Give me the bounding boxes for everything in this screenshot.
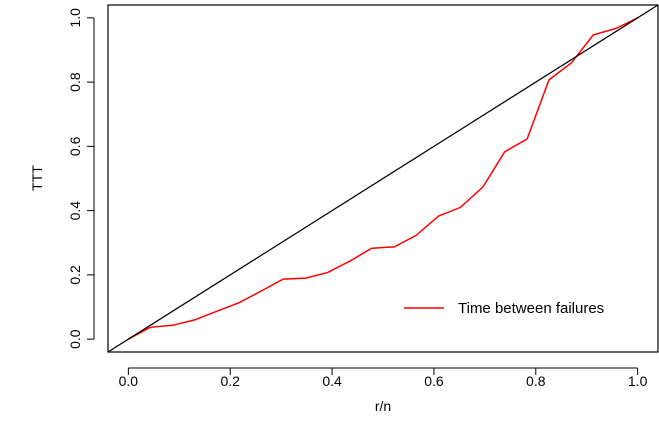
y-tick-label: 0.6 [67, 136, 83, 156]
y-axis: 0.0 0.2 0.4 0.6 0.8 1.0 [67, 8, 95, 349]
y-tick-label: 0.0 [67, 329, 83, 349]
plot-frame [107, 4, 659, 353]
x-tick-label: 1.0 [628, 373, 648, 389]
x-axis-title: r/n [375, 398, 391, 414]
x-tick-label: 0.4 [322, 373, 342, 389]
series-line-time-between-failures [128, 17, 638, 340]
y-tick-label: 0.2 [67, 265, 83, 285]
y-tick-label: 0.4 [67, 201, 83, 221]
series-layer [107, 4, 659, 353]
x-tick-label: 0.0 [119, 373, 139, 389]
reference-diagonal-line [107, 4, 659, 353]
legend-label-time-between-failures: Time between failures [458, 300, 604, 317]
legend: Time between failures [404, 300, 604, 317]
y-tick-label: 1.0 [67, 8, 83, 28]
y-axis-title: TTT [29, 165, 45, 191]
x-tick-label: 0.6 [424, 373, 444, 389]
x-tick-label: 0.2 [220, 373, 240, 389]
x-tick-label: 0.8 [526, 373, 546, 389]
x-axis: 0.0 0.2 0.4 0.6 0.8 1.0 [119, 367, 648, 389]
y-tick-label: 0.8 [67, 72, 83, 92]
